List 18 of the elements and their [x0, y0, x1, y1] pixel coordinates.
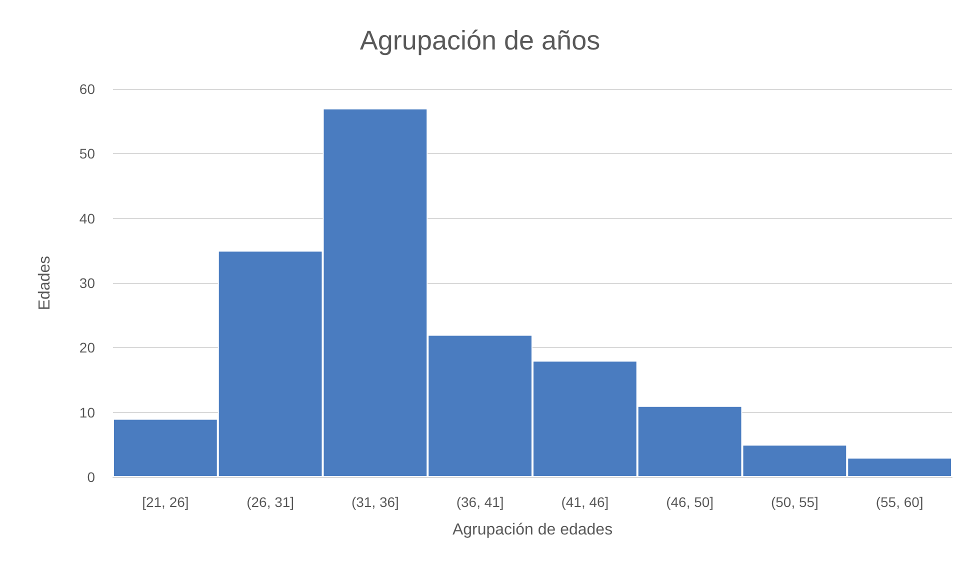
- y-tick-label: 50: [79, 146, 96, 162]
- y-tick-label: 30: [79, 275, 96, 291]
- x-tick-label: (26, 31]: [246, 494, 294, 510]
- y-tick-label: 40: [79, 210, 96, 226]
- y-tick-label: 0: [87, 469, 96, 485]
- x-tick-label: (46, 50]: [666, 494, 714, 510]
- x-tick-label: (31, 36]: [351, 494, 399, 510]
- chart-title: Agrupación de años: [360, 26, 600, 56]
- x-tick-label: [21, 26]: [142, 494, 189, 510]
- y-axis-title: Edades: [36, 256, 54, 310]
- y-tick-label: 20: [79, 340, 96, 356]
- x-axis-title: Agrupación de edades: [452, 522, 613, 538]
- y-tick-label: 10: [79, 404, 96, 420]
- x-tick-label: (41, 46]: [561, 494, 609, 510]
- x-tick-label: (36, 41]: [456, 494, 504, 510]
- x-tick-label: (50, 55]: [770, 494, 818, 510]
- y-tick-label: 60: [79, 81, 96, 97]
- x-tick-label: (55, 60]: [876, 494, 924, 510]
